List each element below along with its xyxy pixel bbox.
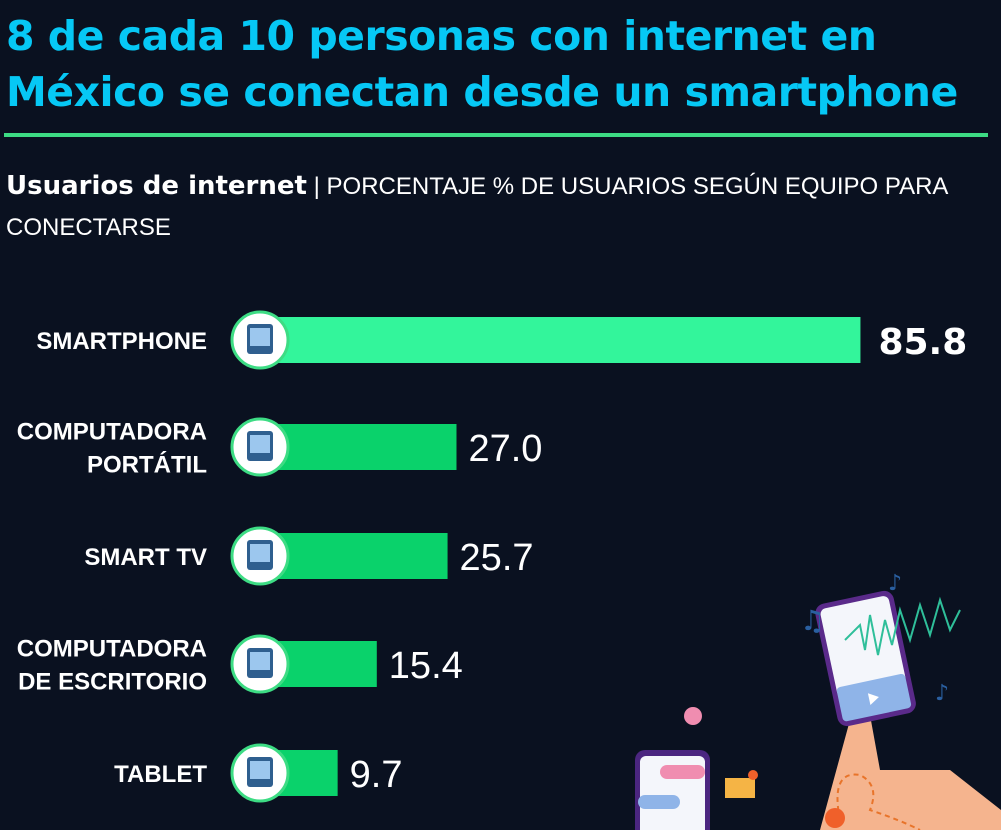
bar-0 xyxy=(261,317,861,363)
desktop-computer-icon xyxy=(230,634,290,694)
category-label: COMPUTADORA xyxy=(17,636,207,663)
title-divider xyxy=(4,133,988,137)
svg-text:♪: ♪ xyxy=(935,681,949,706)
subtitle-bold: Usuarios de internet xyxy=(6,171,307,201)
value-label: 85.8 xyxy=(878,322,967,363)
tablet-icon xyxy=(230,743,290,803)
bar-2 xyxy=(261,533,448,579)
laptop-icon xyxy=(230,417,290,477)
svg-text:♪: ♪ xyxy=(888,571,902,596)
value-label: 9.7 xyxy=(350,754,403,796)
chart-subtitle: Usuarios de internet | PORCENTAJE % DE U… xyxy=(6,166,966,248)
subtitle-rest: PORCENTAJE % DE USUARIOS SEGÚN EQUIPO PA… xyxy=(6,173,948,241)
value-label: 15.4 xyxy=(389,645,463,687)
bar-1 xyxy=(261,424,457,470)
tv-icon xyxy=(230,526,290,586)
value-label: 25.7 xyxy=(460,537,534,579)
page-title: 8 de cada 10 personas con internet en Mé… xyxy=(6,12,958,116)
value-label: 27.0 xyxy=(468,428,542,470)
phone-illustration: ♫ ♪ ♪ xyxy=(635,571,1001,830)
category-label: SMART TV xyxy=(84,544,207,571)
subtitle-separator: | xyxy=(306,173,327,200)
category-label: COMPUTADORA xyxy=(17,419,207,446)
category-label: DE ESCRITORIO xyxy=(18,669,207,696)
category-label: TABLET xyxy=(114,761,207,788)
smartphone-icon xyxy=(230,310,290,370)
category-label: SMARTPHONE xyxy=(36,328,207,355)
category-label: PORTÁTIL xyxy=(87,451,207,479)
svg-text:♫: ♫ xyxy=(800,604,825,637)
